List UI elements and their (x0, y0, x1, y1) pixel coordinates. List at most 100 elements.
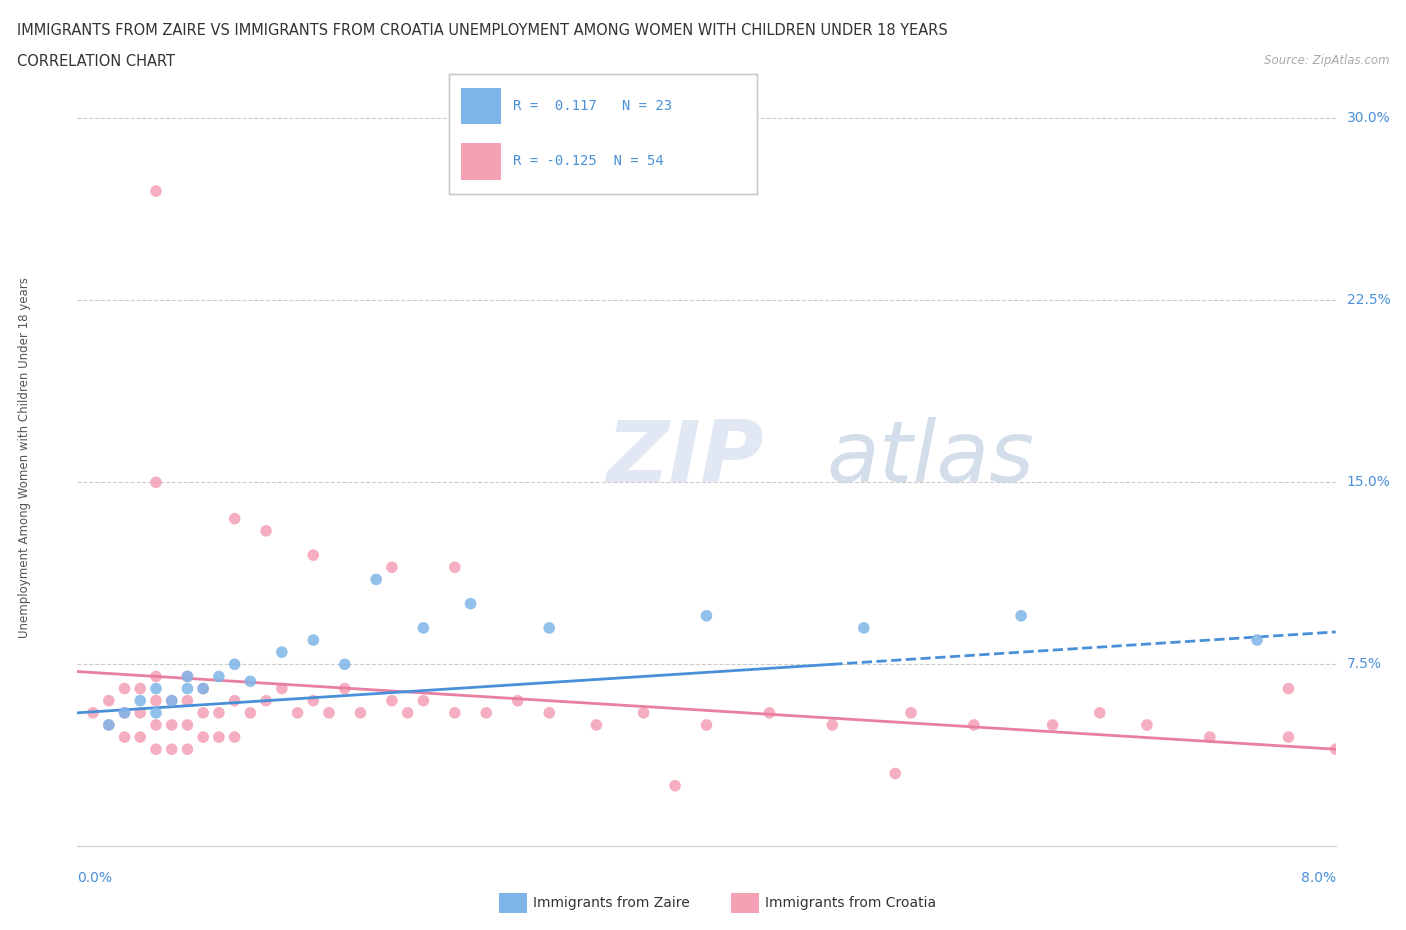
Point (1010, 608, 1032, 623)
Point (224, 512, 246, 526)
Text: Immigrants from Zaire: Immigrants from Zaire (533, 896, 689, 910)
Point (1246, 632, 1268, 647)
Point (239, 674, 262, 689)
Point (160, 693, 183, 708)
Point (191, 705, 215, 720)
Point (114, 730, 136, 745)
Point (302, 693, 325, 708)
Point (129, 681, 152, 696)
Point (696, 718, 718, 733)
Text: IMMIGRANTS FROM ZAIRE VS IMMIGRANTS FROM CROATIA UNEMPLOYMENT AMONG WOMEN WITH C: IMMIGRANTS FROM ZAIRE VS IMMIGRANTS FROM… (17, 23, 948, 38)
Text: 30.0%: 30.0% (1347, 112, 1391, 126)
Point (366, 572, 388, 587)
Point (506, 693, 529, 708)
Point (963, 718, 986, 733)
Point (254, 693, 277, 708)
Point (287, 705, 309, 720)
Point (224, 657, 246, 671)
Point (97, 718, 120, 733)
Text: CORRELATION CHART: CORRELATION CHART (17, 54, 174, 69)
Point (114, 705, 136, 720)
Point (333, 681, 356, 696)
Point (1277, 730, 1299, 745)
Point (208, 730, 231, 745)
Point (114, 705, 136, 720)
Point (900, 705, 922, 720)
Point (129, 705, 152, 720)
Point (318, 705, 340, 720)
Point (396, 705, 419, 720)
Point (302, 632, 325, 647)
Point (97, 718, 120, 733)
Text: Source: ZipAtlas.com: Source: ZipAtlas.com (1264, 54, 1389, 67)
Point (444, 705, 467, 720)
Point (333, 657, 356, 671)
Point (884, 766, 907, 781)
Point (254, 524, 277, 538)
Point (191, 730, 215, 745)
Point (176, 718, 198, 733)
Point (538, 705, 561, 720)
Point (412, 693, 434, 708)
Point (208, 705, 231, 720)
Point (696, 608, 718, 623)
Point (758, 705, 780, 720)
Point (208, 669, 231, 684)
Text: atlas: atlas (827, 417, 1033, 499)
Point (1088, 705, 1111, 720)
Point (176, 693, 198, 708)
Point (191, 681, 215, 696)
Point (270, 681, 292, 696)
Point (114, 681, 136, 696)
Point (191, 681, 215, 696)
Text: 8.0%: 8.0% (1301, 871, 1336, 885)
Text: ZIP: ZIP (606, 417, 763, 499)
Text: 7.5%: 7.5% (1347, 658, 1382, 671)
Point (160, 718, 183, 733)
Point (239, 705, 262, 720)
Text: 22.5%: 22.5% (1347, 293, 1391, 307)
Point (224, 693, 246, 708)
Point (176, 669, 198, 684)
Text: 15.0%: 15.0% (1347, 475, 1391, 489)
Point (349, 705, 371, 720)
Point (145, 693, 167, 708)
Point (538, 620, 561, 635)
Point (1324, 742, 1347, 757)
Point (145, 718, 167, 733)
Point (176, 669, 198, 684)
Point (821, 718, 844, 733)
Point (1042, 718, 1064, 733)
Point (145, 681, 167, 696)
Point (664, 778, 686, 793)
Point (176, 681, 198, 696)
Point (129, 693, 152, 708)
Point (224, 730, 246, 745)
Point (145, 669, 167, 684)
Point (302, 548, 325, 563)
Point (1277, 681, 1299, 696)
Point (145, 475, 167, 490)
Point (381, 560, 404, 575)
Point (160, 693, 183, 708)
Point (145, 183, 167, 198)
Point (176, 742, 198, 757)
Point (97, 693, 120, 708)
Point (852, 620, 875, 635)
Point (381, 693, 404, 708)
Point (412, 620, 434, 635)
Text: Immigrants from Croatia: Immigrants from Croatia (765, 896, 936, 910)
Point (129, 730, 152, 745)
Point (1136, 718, 1159, 733)
Point (460, 596, 482, 611)
Text: 0.0%: 0.0% (77, 871, 112, 885)
Text: Unemployment Among Women with Children Under 18 years: Unemployment Among Women with Children U… (18, 277, 31, 639)
Point (145, 705, 167, 720)
Point (82, 705, 104, 720)
Point (444, 560, 467, 575)
Point (585, 718, 607, 733)
Point (633, 705, 655, 720)
Point (475, 705, 498, 720)
Point (160, 742, 183, 757)
Point (145, 742, 167, 757)
